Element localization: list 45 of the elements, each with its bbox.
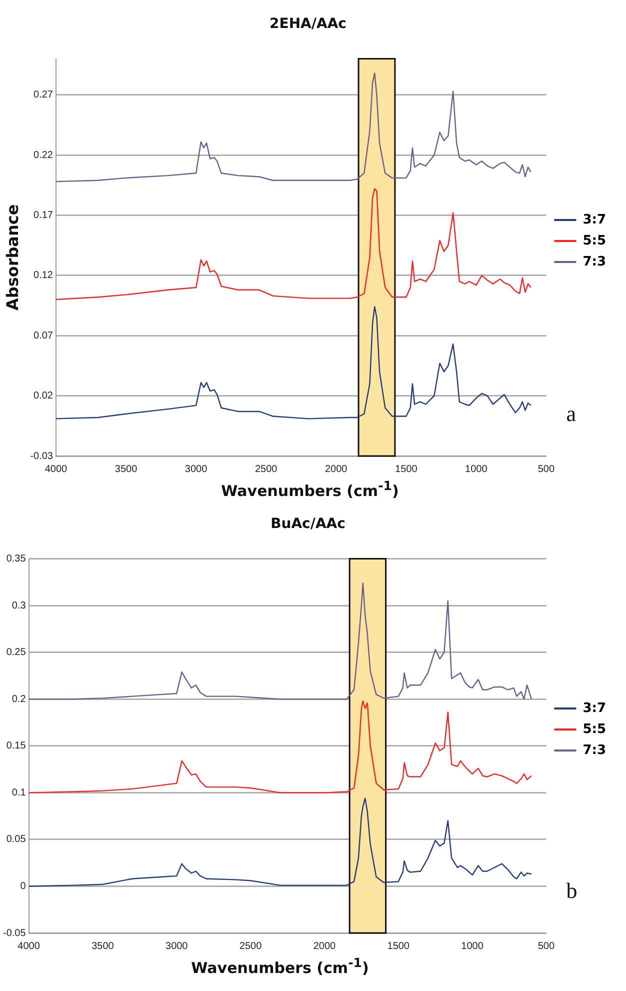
legend-label: 7:3 <box>582 742 606 758</box>
y-tick-label: 0.02 <box>34 390 54 402</box>
chart-title: 2EHA/AAc <box>270 16 346 32</box>
y-tick-label: 0 <box>20 880 26 892</box>
legend-label: 3:7 <box>582 212 606 228</box>
y-tick-label: 0.05 <box>6 834 26 846</box>
x-tick-label: 2000 <box>324 464 348 475</box>
x-tick-label: 2500 <box>239 940 262 952</box>
x-axis-title: Wavenumbers (cm$^{-1}$) <box>220 478 400 500</box>
x-tick-label: 3500 <box>92 940 114 952</box>
y-tick-label: 0.15 <box>6 740 26 752</box>
x-tick-label: 3500 <box>114 464 138 475</box>
legend-label: 5:5 <box>582 722 606 737</box>
text: a <box>566 400 576 426</box>
x-axis-title: Wavenumbers (cm$^{-1}$) <box>190 955 370 977</box>
x-tick-label: 4000 <box>18 940 40 952</box>
y-axis-title: Absorbance <box>2 204 22 311</box>
chart-title: BuAc/AAc <box>270 516 346 532</box>
y-tick-label: -0.05 <box>2 928 26 939</box>
y-tick-label: 0.17 <box>34 210 54 222</box>
x-tick-label: 1000 <box>465 464 488 475</box>
legend-label: 3:7 <box>582 700 606 716</box>
y-tick-label: -0.03 <box>30 450 54 462</box>
x-tick-label: 3000 <box>166 940 188 952</box>
y-tick-label: 0.07 <box>34 330 54 342</box>
x-tick-label: 1500 <box>395 464 418 475</box>
y-tick-label: 0.3 <box>12 600 26 612</box>
x-tick-label: 2500 <box>254 464 278 475</box>
y-tick-label: 0.35 <box>6 554 26 565</box>
x-tick-label: 500 <box>538 464 555 475</box>
y-tick-label: 0.2 <box>12 694 26 705</box>
x-tick-label: 4000 <box>44 464 68 475</box>
x-tick-label: 3000 <box>184 464 208 475</box>
y-tick-label: 0.25 <box>6 647 26 658</box>
x-tick-label: 1500 <box>387 940 410 952</box>
x-tick-label: 2000 <box>313 940 336 952</box>
legend-label: 5:5 <box>582 233 606 248</box>
x-tick-label: 500 <box>538 940 555 952</box>
y-tick-label: 0.27 <box>34 90 54 101</box>
legend-label: 7:3 <box>582 254 606 270</box>
y-tick-label: 0.12 <box>34 270 54 282</box>
y-tick-label: 0.22 <box>34 150 54 161</box>
x-tick-label: 1000 <box>461 940 484 952</box>
y-tick-label: 0.1 <box>12 787 26 798</box>
text: b <box>566 878 578 903</box>
